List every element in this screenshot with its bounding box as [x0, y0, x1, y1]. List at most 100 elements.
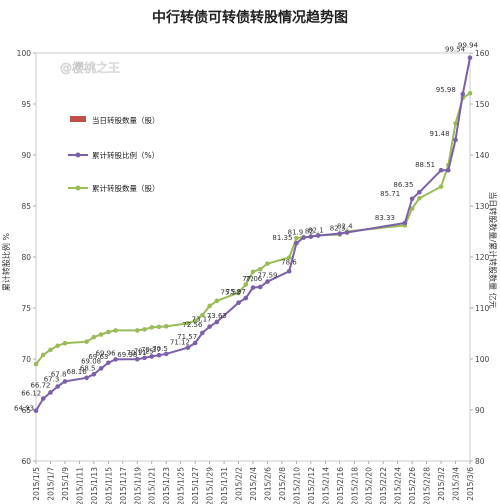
x-tick-label: 2015/1/27	[191, 467, 200, 504]
ratio-point	[294, 240, 299, 246]
volume-point	[214, 298, 220, 304]
x-tick-label: 2015/2/16	[336, 467, 345, 504]
ratio-point	[453, 137, 458, 143]
x-tick-label: 2015/2/24	[394, 467, 403, 504]
volume-point	[294, 235, 299, 241]
x-tick-label: 2015/1/19	[133, 467, 142, 504]
ratio-point	[156, 352, 162, 358]
right-tick-label: 140	[475, 151, 490, 160]
volume-point	[200, 312, 205, 318]
ratio-point	[134, 356, 140, 362]
volume-point	[467, 90, 473, 96]
volume-point	[236, 290, 241, 296]
volume-point	[149, 325, 155, 330]
data-label: 71.12	[170, 339, 190, 347]
volume-point	[286, 255, 292, 260]
left-axis: 60 65 70 75 80 85 90 95 100	[17, 49, 36, 466]
volume-point	[113, 328, 118, 333]
ratio-point	[308, 234, 314, 239]
x-tick-label: 2015/3/6	[466, 467, 475, 501]
legend: 当日转股数量（股） 累计转股比例（%） 累计转股数量（股）	[68, 115, 160, 193]
ratio-point	[214, 319, 220, 325]
right-axis-title: 当日转股数量/累计转股数量 亿元	[488, 191, 498, 308]
volume-point	[142, 327, 147, 332]
right-tick-label: 120	[475, 253, 490, 262]
ratio-point	[33, 408, 39, 414]
volume-point	[243, 282, 249, 287]
data-label: 69.63	[88, 353, 108, 361]
data-label: 78.6	[281, 258, 297, 266]
left-axis-title: 累计转股比例 %	[1, 233, 11, 292]
left-tick-label: 100	[17, 49, 32, 58]
data-label: 73.63	[207, 312, 227, 320]
x-tick-label: 2015/1/5	[32, 467, 41, 501]
ratio-series-line	[35, 57, 471, 412]
ratio-point	[236, 300, 241, 305]
data-label: 82	[305, 228, 314, 236]
volume-point	[40, 352, 46, 358]
x-tick-label: 2015/2/2	[235, 467, 244, 501]
data-label: 70.37	[141, 346, 161, 354]
data-label: 82.1	[308, 227, 324, 235]
data-label: 99.54	[445, 46, 466, 54]
data-label: 68.16	[67, 368, 88, 376]
ratio-point	[446, 167, 451, 173]
data-label: 69.96	[96, 349, 117, 357]
ratio-point	[265, 279, 270, 284]
x-tick-label: 2015/1/21	[148, 467, 157, 504]
ratio-point	[243, 295, 249, 301]
data-label: 67.3	[44, 376, 60, 384]
ratio-point	[250, 285, 256, 290]
ratio-point	[286, 268, 292, 274]
ratio-point	[113, 357, 118, 362]
left-tick-label: 65	[21, 406, 31, 415]
x-tick-label: 2015/2/28	[423, 467, 432, 504]
x-tick-label: 2015/2/4	[249, 467, 258, 501]
data-label: 81.35	[272, 234, 292, 242]
volume-point	[185, 321, 191, 326]
x-tick-label: 2015/2/26	[408, 467, 417, 504]
ratio-point	[417, 189, 422, 195]
ratio-point	[409, 196, 415, 202]
data-label: 85.71	[380, 190, 400, 198]
ratio-point	[185, 345, 191, 350]
data-label: 66.12	[21, 390, 41, 398]
data-label: 82.4	[337, 223, 353, 231]
ratio-point	[91, 372, 97, 377]
volume-point	[156, 324, 162, 330]
ratio-point	[163, 351, 169, 357]
volume-point	[48, 347, 53, 353]
ratio-point	[192, 340, 198, 346]
plot-border	[35, 52, 471, 462]
ratio-point	[149, 354, 155, 359]
x-tick-label: 2015/1/11	[75, 467, 84, 504]
left-tick-label: 75	[21, 304, 31, 313]
ratio-point	[315, 233, 321, 238]
ratio-point	[62, 379, 68, 384]
ratio-point	[467, 55, 473, 60]
x-tick-label: 2015/1/17	[119, 467, 128, 504]
x-tick-label: 2015/1/7	[46, 467, 55, 501]
data-label: 99.94	[458, 42, 479, 50]
data-label: 72.56	[182, 321, 203, 329]
data-label: 82.3	[330, 225, 346, 233]
data-label: 70.5	[152, 345, 168, 353]
ratio-point	[48, 390, 53, 395]
volume-point	[409, 206, 415, 211]
volume-point	[438, 184, 444, 189]
x-tick-label: 2015/2/6	[263, 467, 272, 501]
ratio-point	[402, 220, 408, 226]
ratio-point	[301, 235, 306, 240]
x-tick-label: 2015/2/8	[278, 467, 287, 501]
x-tick-label: 2015/2/10	[292, 467, 301, 504]
volume-point	[265, 261, 270, 266]
data-label: 73.17	[192, 316, 212, 324]
left-tick-label: 70	[21, 355, 31, 364]
ratio-point	[337, 231, 343, 236]
chart-title: 中行转债可转债转股情况趋势图	[152, 9, 348, 26]
right-tick-label: 100	[475, 355, 490, 364]
volume-point	[163, 324, 169, 329]
left-tick-label: 80	[21, 253, 31, 262]
